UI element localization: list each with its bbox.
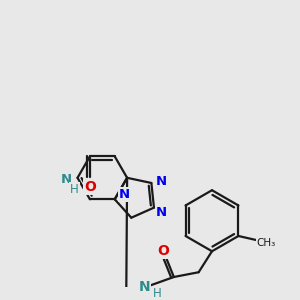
Text: H: H — [153, 287, 162, 300]
Text: N: N — [156, 206, 167, 219]
Text: N: N — [119, 188, 130, 201]
Text: CH₃: CH₃ — [256, 238, 276, 248]
Text: H: H — [70, 183, 79, 196]
Text: O: O — [158, 244, 169, 258]
Text: N: N — [61, 173, 72, 186]
Text: N: N — [155, 175, 167, 188]
Text: O: O — [84, 180, 96, 194]
Text: N: N — [139, 280, 150, 293]
